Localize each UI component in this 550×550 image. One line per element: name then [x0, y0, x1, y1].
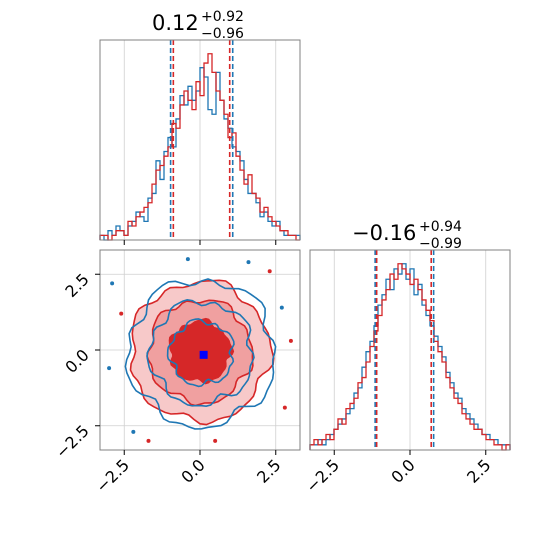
- histogram-x-title: 0.12: [152, 11, 199, 35]
- histogram-y-series: [309, 263, 511, 451]
- joint-outlier-point: [282, 405, 287, 410]
- joint-outlier-point: [119, 311, 124, 316]
- histogram-x-title-sup: +0.92: [201, 9, 244, 25]
- joint-contour-panel: −2.5 0.0 2.5 2.5 0.0 −2.5: [52, 249, 301, 496]
- joint-outlier-point: [279, 305, 284, 310]
- joint-y-ticks: 2.5 0.0 −2.5: [52, 270, 100, 462]
- histogram-y-title: −0.16: [352, 221, 416, 245]
- histogram-x-quantile-lines: [169, 40, 234, 240]
- joint-outlier-point: [288, 338, 293, 343]
- histogram-y-panel: −0.16 +0.94 −0.99 −2.5 0.0 2.5: [302, 219, 511, 496]
- joint-outlier-point: [246, 260, 251, 265]
- joint-outlier-point: [213, 438, 218, 443]
- joint-outlier-point: [185, 257, 190, 262]
- histogram-y-x-tick-label: −2.5: [302, 455, 343, 496]
- histogram-x-series-1: [99, 53, 300, 241]
- joint-outlier-point: [146, 438, 151, 443]
- histogram-x-ticks: [123, 240, 277, 245]
- joint-outlier-point: [131, 429, 136, 434]
- histogram-x-title-sub: −0.96: [201, 26, 244, 42]
- histogram-x-series: [99, 53, 301, 241]
- joint-truth-marker: [199, 350, 208, 359]
- histogram-y-title-sup: +0.94: [419, 219, 462, 235]
- histogram-y-x-tick-label: 2.5: [463, 455, 494, 486]
- joint-y-tick-label: 0.0: [61, 345, 92, 376]
- joint-y-tick-label: −2.5: [52, 421, 93, 462]
- joint-outlier-point: [107, 366, 112, 371]
- joint-contours: [107, 257, 293, 443]
- joint-x-tick-label: 0.0: [177, 455, 208, 486]
- joint-blue-contour-inner: [166, 318, 235, 388]
- histogram-y-quantile-lines: [374, 250, 435, 450]
- histogram-y-x-tick-label: 0.0: [387, 455, 418, 486]
- joint-blue-contour-mid: [146, 298, 255, 408]
- joint-outlier-point: [267, 269, 272, 274]
- histogram-x-panel: 0.12 +0.92 −0.96: [99, 9, 301, 245]
- histogram-y-series-1: [309, 263, 511, 451]
- histogram-y-x-ticks: −2.5 0.0 2.5: [302, 450, 495, 496]
- joint-outlier-point: [110, 281, 115, 286]
- joint-blue-contour-outer: [124, 278, 277, 430]
- histogram-y-title-sub: −0.99: [419, 236, 462, 252]
- joint-x-tick-label: 2.5: [253, 455, 284, 486]
- joint-y-tick-label: 2.5: [61, 270, 92, 301]
- joint-x-ticks: −2.5 0.0 2.5: [92, 450, 285, 496]
- joint-x-tick-label: −2.5: [92, 455, 133, 496]
